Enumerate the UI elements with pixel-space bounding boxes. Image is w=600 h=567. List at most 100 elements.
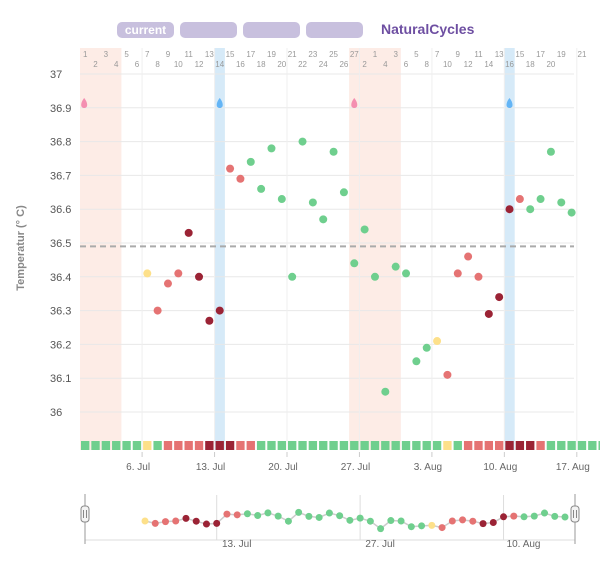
temperature-point	[329, 147, 338, 156]
navigator-point	[274, 512, 282, 520]
y-tick-label: 36.7	[50, 170, 71, 182]
temperature-point	[505, 205, 514, 214]
navigator-point	[377, 525, 385, 533]
temperature-point	[515, 195, 524, 204]
temperature-point	[464, 252, 473, 261]
y-tick-label: 36.8	[50, 137, 71, 149]
status-square	[577, 441, 587, 450]
cycle-day-label: 13	[495, 50, 504, 59]
navigator-point	[520, 513, 528, 521]
status-square	[205, 441, 214, 450]
navigator-point	[336, 512, 344, 520]
navigator-point	[500, 513, 508, 521]
status-square	[246, 441, 255, 450]
status-square	[557, 441, 566, 450]
cycle-day-label: 15	[226, 50, 235, 59]
cycle-day-label: 14	[215, 60, 224, 69]
navigator-tick-label: 27. Jul	[365, 539, 394, 550]
navigator-point	[510, 512, 518, 520]
temperature-point	[184, 228, 193, 237]
period-band	[80, 48, 122, 450]
temperature-point	[298, 137, 307, 146]
tab-cycle-2[interactable]	[180, 22, 237, 38]
status-square	[391, 441, 400, 450]
navigator-point	[366, 517, 374, 525]
status-square	[298, 441, 307, 450]
cycle-day-label: 16	[236, 60, 245, 69]
temperature-point	[163, 279, 172, 288]
cycle-day-label: 18	[526, 60, 535, 69]
cycle-day-label: 4	[114, 60, 119, 69]
x-tick-label: 17. Aug	[556, 462, 590, 473]
handle-grip	[570, 505, 580, 523]
tab-cycle-4[interactable]	[306, 22, 363, 38]
navigator-point	[264, 509, 272, 517]
navigator-point	[192, 517, 200, 525]
cycle-day-label: 7	[145, 50, 150, 59]
cycle-day-label: 25	[329, 50, 338, 59]
navigator-point	[356, 514, 364, 522]
cycle-day-label: 21	[288, 50, 297, 59]
status-square	[474, 441, 483, 450]
x-tick-label: 27. Jul	[341, 462, 370, 473]
ovulation-drop-icon	[506, 98, 513, 108]
status-square	[370, 441, 380, 450]
temperature-point	[443, 370, 452, 379]
navigator-point	[284, 517, 292, 525]
cycle-day-label: 3	[393, 50, 398, 59]
cycle-day-label: 21	[578, 50, 587, 59]
status-square	[567, 441, 576, 450]
status-square	[484, 441, 493, 450]
temperature-point	[402, 269, 411, 278]
cycle-day-label: 4	[383, 60, 388, 69]
navigator-point	[325, 509, 333, 517]
temperature-point	[236, 174, 245, 183]
status-square	[132, 441, 142, 450]
cycle-day-label: 8	[155, 60, 160, 69]
y-tick-label: 36.4	[50, 272, 71, 284]
navigator-point	[305, 512, 313, 520]
tab-current[interactable]: current	[117, 22, 174, 38]
cycle-day-label: 17	[536, 50, 545, 59]
navigator-point	[469, 517, 477, 525]
status-square	[112, 441, 121, 450]
temperature-point	[195, 272, 204, 281]
ovulation-band	[214, 48, 225, 450]
navigator-handle-right[interactable]	[570, 494, 580, 544]
status-square	[308, 441, 318, 450]
cycle-day-label: 3	[104, 50, 109, 59]
temperature-point	[495, 293, 504, 302]
temperature-point	[391, 262, 400, 271]
y-axis-title: Temperatur (° C)	[15, 205, 27, 291]
temperature-point	[381, 387, 390, 396]
navigator-point	[151, 519, 159, 527]
tab-cycle-3[interactable]	[243, 22, 300, 38]
navigator-point	[161, 518, 169, 526]
navigator-point	[141, 517, 149, 525]
y-tick-label: 36.2	[50, 339, 71, 351]
cycle-day-label: 18	[257, 60, 266, 69]
navigator-point	[213, 519, 221, 527]
status-square	[463, 441, 473, 450]
status-square	[174, 441, 183, 450]
status-square	[432, 441, 442, 450]
status-square	[153, 441, 162, 450]
status-square	[598, 441, 600, 450]
cycle-day-label: 20	[546, 60, 555, 69]
navigator-handle-left[interactable]	[80, 494, 90, 544]
ovulation-drop-icon	[216, 98, 223, 108]
navigator-point	[448, 517, 456, 525]
navigator-point	[387, 517, 395, 525]
temperature-point	[412, 357, 421, 366]
navigator-point	[182, 514, 190, 522]
cycle-day-label: 1	[83, 50, 88, 59]
ovulation-band	[504, 48, 515, 450]
period-band	[349, 48, 401, 450]
cycle-day-label: 19	[267, 50, 276, 59]
status-square	[215, 441, 224, 450]
status-square	[505, 441, 514, 450]
cycle-day-label: 8	[424, 60, 429, 69]
x-tick-label: 10. Aug	[483, 462, 517, 473]
status-square	[536, 441, 545, 450]
